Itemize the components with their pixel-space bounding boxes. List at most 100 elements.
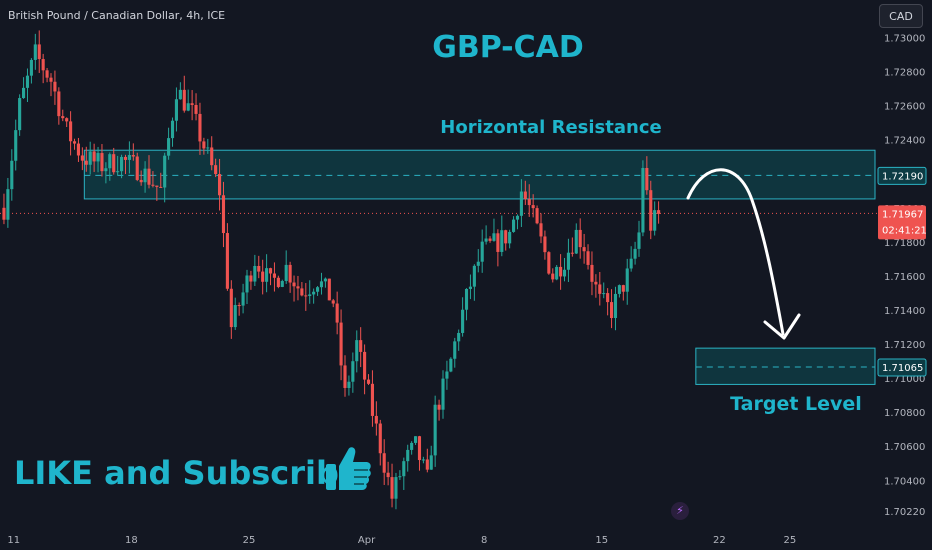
- candle-body: [6, 189, 10, 220]
- candle-body: [437, 404, 441, 410]
- candle-body: [261, 271, 265, 282]
- candle-body: [143, 168, 147, 183]
- candle-body: [566, 252, 570, 270]
- target-level-label: Target Level: [730, 393, 862, 415]
- candle-body: [167, 138, 171, 156]
- candle-body: [535, 208, 539, 224]
- candle-body: [559, 266, 563, 277]
- candle-body: [653, 210, 657, 231]
- candle-body: [182, 89, 186, 111]
- candle-body: [170, 120, 175, 139]
- candle-body: [590, 264, 594, 282]
- candle-body: [574, 229, 578, 254]
- candle-body: [406, 449, 410, 462]
- candle-body: [382, 453, 386, 473]
- candle-body: [104, 168, 108, 172]
- candle-body: [147, 168, 151, 185]
- candle-body: [116, 171, 120, 173]
- candle-body: [335, 303, 339, 323]
- candle-body: [288, 264, 292, 283]
- candle-body: [339, 322, 343, 366]
- candle-body: [602, 293, 606, 295]
- candle-body: [351, 361, 355, 382]
- candle-body: [500, 230, 504, 252]
- candle-body: [292, 282, 296, 287]
- candle-body: [316, 287, 320, 292]
- candle-body: [586, 251, 590, 265]
- candle-body: [625, 268, 629, 292]
- candle-body: [65, 118, 69, 122]
- candle-body: [10, 160, 14, 190]
- price-tick-label: 1.72400: [884, 136, 925, 147]
- candle-body: [14, 130, 18, 161]
- candle-body: [198, 113, 202, 142]
- candle-body: [496, 233, 500, 252]
- candle-body: [37, 44, 41, 60]
- time-tick-label: 22: [713, 535, 726, 546]
- candle-body: [174, 99, 178, 121]
- pair-title: GBP-CAD: [432, 30, 584, 65]
- candle-body: [249, 275, 253, 282]
- candle-body: [641, 167, 645, 233]
- candle-body: [210, 147, 214, 166]
- resistance-label: Horizontal Resistance: [440, 117, 661, 138]
- price-tick-label: 1.71800: [884, 238, 925, 249]
- symbol-title: British Pound / Canadian Dollar, 4h, ICE: [8, 9, 226, 22]
- candle-body: [363, 351, 367, 380]
- candle-body: [159, 186, 163, 188]
- candle-body: [229, 288, 233, 328]
- candle-body: [127, 155, 131, 160]
- candle-body: [398, 476, 402, 478]
- price-tick-label: 1.70220: [884, 507, 925, 518]
- candle-body: [92, 151, 96, 162]
- candle-body: [108, 154, 112, 169]
- price-axis[interactable]: 1.730001.728001.726001.724001.722001.720…: [877, 0, 932, 550]
- candle-body: [221, 195, 226, 234]
- candle-body: [508, 231, 512, 244]
- candle-body: [472, 265, 476, 287]
- candle-body: [649, 190, 653, 231]
- candle-body: [233, 305, 237, 328]
- candle-body: [366, 379, 371, 384]
- candle-body: [69, 121, 73, 142]
- candle-body: [178, 89, 182, 100]
- candle-body: [515, 215, 520, 220]
- candle-body: [594, 281, 598, 285]
- candle-body: [457, 332, 461, 342]
- candle-body: [268, 268, 273, 274]
- time-tick-label: 25: [784, 535, 797, 546]
- candle-body: [296, 286, 300, 289]
- candle-body: [190, 103, 194, 105]
- candle-body: [155, 185, 159, 187]
- price-tick-label: 1.70800: [884, 408, 925, 419]
- candle-body: [610, 302, 614, 319]
- time-axis[interactable]: 11 18 25 Apr 8 15 22 25: [0, 528, 877, 550]
- candle-body: [323, 278, 327, 282]
- candle-body: [25, 75, 30, 88]
- candle-body: [347, 381, 351, 388]
- arrow-head: [763, 313, 801, 340]
- candle-body: [253, 265, 257, 282]
- candle-body: [414, 436, 418, 443]
- time-tick-label: 18: [125, 535, 138, 546]
- candle-body: [606, 293, 610, 303]
- price-axis-bg: [877, 0, 932, 550]
- candle-body: [245, 275, 249, 293]
- candle-body: [512, 219, 516, 232]
- candle-body: [331, 300, 335, 304]
- candle-body: [257, 265, 261, 272]
- candle-body: [492, 233, 496, 241]
- candle-body: [319, 281, 324, 288]
- candle-body: [621, 285, 625, 292]
- candle-body: [237, 305, 241, 307]
- candle-body: [280, 281, 284, 287]
- lightning-icon[interactable]: ⚡: [671, 502, 689, 520]
- candle-body: [484, 238, 488, 242]
- candle-body: [284, 264, 288, 282]
- candle-body: [300, 288, 304, 296]
- candle-body: [276, 277, 280, 287]
- candle-body: [112, 154, 116, 173]
- price-tick-label: 1.71600: [884, 272, 925, 283]
- currency-button[interactable]: CAD: [879, 4, 923, 28]
